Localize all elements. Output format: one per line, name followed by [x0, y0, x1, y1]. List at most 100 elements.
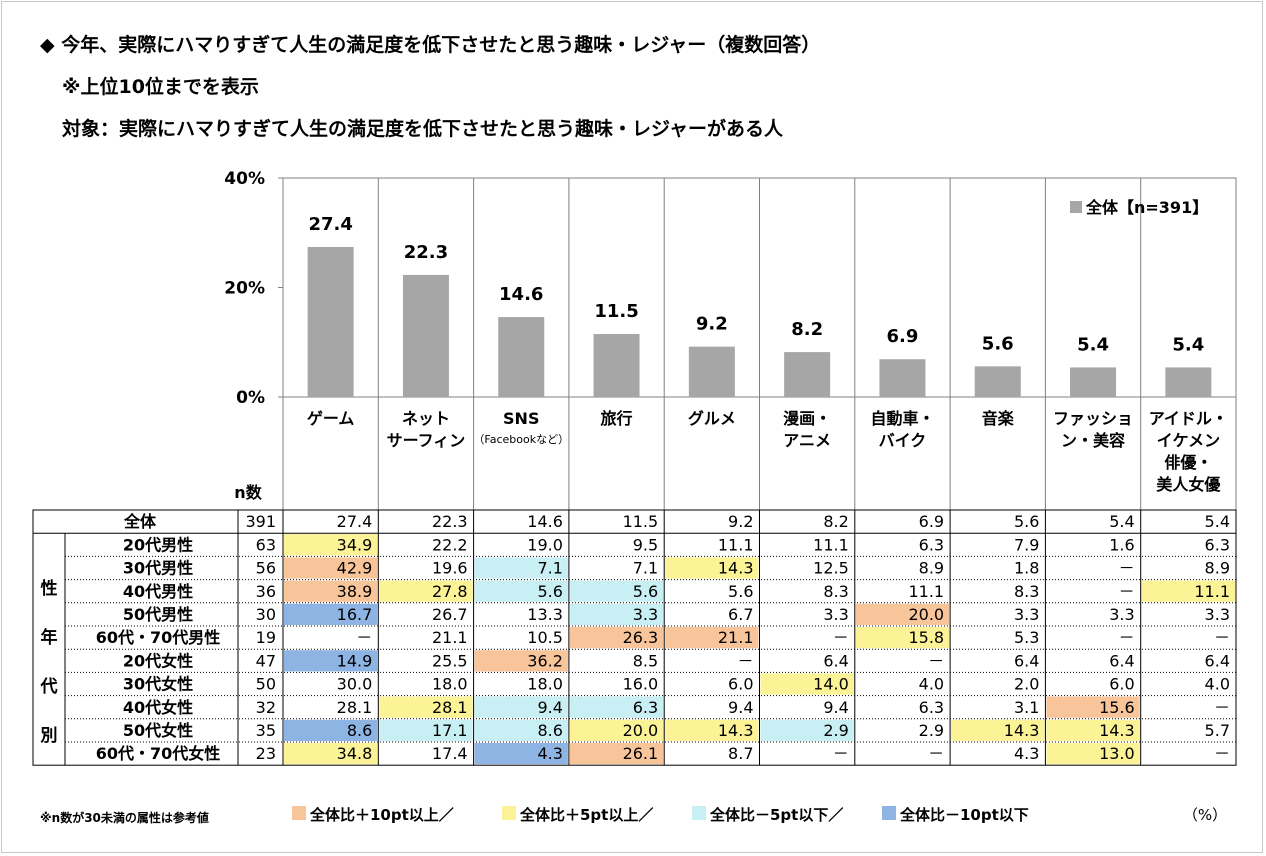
- table-cell: 11.1: [813, 535, 849, 554]
- category-label: イケメン: [1157, 431, 1221, 450]
- table-cell: 18.0: [527, 675, 563, 694]
- y-tick-label: 0%: [236, 388, 265, 408]
- table-cell: 1.8: [1014, 559, 1039, 578]
- category-label: グルメ: [688, 409, 736, 428]
- category-label: ネット: [402, 409, 450, 428]
- table-cell: 11.1: [908, 582, 944, 601]
- legend-label-overall: 全体【n=391】: [1085, 198, 1208, 217]
- category-label: アニメ: [783, 431, 831, 450]
- table-cell: 3.1: [1014, 698, 1039, 717]
- legend-swatch: [882, 806, 896, 820]
- row-n: 63: [256, 535, 276, 554]
- table-cell: 17.4: [432, 744, 468, 763]
- footnote: ※n数が30未満の属性は参考値: [40, 810, 209, 825]
- table-cell: 18.0: [432, 675, 468, 694]
- row-n: 36: [256, 582, 276, 601]
- table-cell: －: [833, 744, 849, 763]
- table-cell: 19.0: [527, 535, 563, 554]
- row-label: 30代男性: [123, 559, 193, 578]
- table-cell: 4.3: [1014, 744, 1039, 763]
- bar: [402, 274, 449, 397]
- table-cell: 19.6: [432, 559, 468, 578]
- highlight-cell: [284, 650, 378, 672]
- category-label: バイク: [879, 431, 927, 450]
- legend-label: 全体比＋5pt以上／: [519, 806, 653, 824]
- row-label: 60代・70代男性: [96, 628, 221, 647]
- table-cell: 8.5: [633, 651, 658, 670]
- row-label: 40代男性: [123, 582, 193, 601]
- table-cell: 6.0: [728, 675, 753, 694]
- highlight-cell: [379, 719, 473, 741]
- table-cell: 8.9: [919, 559, 944, 578]
- table-cell: 7.1: [537, 559, 562, 578]
- category-label: 美人女優: [1156, 475, 1221, 494]
- table-cell: －: [833, 628, 849, 647]
- highlight-cell: [760, 673, 854, 695]
- table-cell: 6.7: [728, 605, 753, 624]
- table-cell: 2.9: [919, 721, 944, 740]
- row-label: 20代男性: [123, 535, 193, 554]
- y-tick-label: 40%: [224, 169, 265, 189]
- row-n: 30: [256, 605, 276, 624]
- table-cell: 7.1: [633, 559, 658, 578]
- table-cell: 9.4: [823, 698, 848, 717]
- table-cell: 25.5: [432, 651, 468, 670]
- highlight-cell: [379, 580, 473, 602]
- table-cell: 8.3: [1014, 582, 1039, 601]
- top-note: ※上位10位までを表示: [62, 76, 259, 98]
- highlight-cell: [1141, 580, 1235, 602]
- table-cell: 15.6: [1099, 698, 1135, 717]
- chart-title: ◆ 今年、実際にハマりすぎて人生の満足度を低下させたと思う趣味・レジャー（複数回…: [40, 34, 821, 56]
- highlight-cell: [1046, 696, 1140, 718]
- highlight-cell: [855, 627, 950, 649]
- highlight-cell: [474, 696, 568, 718]
- table-cell: －: [1119, 559, 1135, 578]
- table-cell: 5.7: [1205, 721, 1230, 740]
- highlight-cell: [474, 743, 568, 765]
- table-cell: 26.3: [623, 628, 659, 647]
- unit-label: （%）: [1183, 806, 1227, 824]
- table-cell: －: [928, 651, 944, 670]
- highlight-cell: [1046, 743, 1140, 765]
- bar-value-label: 11.5: [594, 301, 638, 322]
- table-cell: 6.4: [1205, 651, 1230, 670]
- table-cell: 8.9: [1205, 559, 1230, 578]
- table-cell: 17.1: [432, 721, 468, 740]
- table-cell: 3.3: [633, 605, 658, 624]
- table-cell: －: [928, 744, 944, 763]
- highlight-cell: [284, 603, 378, 625]
- table-cell: 6.4: [823, 651, 848, 670]
- category-label: ファッショ: [1053, 409, 1133, 428]
- row-n: 56: [256, 559, 276, 578]
- bar: [879, 359, 926, 397]
- table-cell: 9.5: [633, 535, 658, 554]
- category-label: （Facebookなど）: [473, 433, 569, 446]
- table-cell: 1.6: [1109, 535, 1134, 554]
- table-cell: 4.0: [919, 675, 944, 694]
- table-cell: 26.7: [432, 605, 468, 624]
- table-cell: 8.2: [823, 512, 848, 531]
- row-n: 35: [256, 721, 276, 740]
- category-label: サーフィン: [387, 431, 466, 450]
- table-cell: －: [1214, 744, 1230, 763]
- row-label: 30代女性: [123, 675, 193, 694]
- table-cell: 5.6: [728, 582, 753, 601]
- row-n: 47: [256, 651, 276, 670]
- row-n: 50: [256, 675, 276, 694]
- bar: [1165, 367, 1212, 397]
- table-cell: 13.3: [527, 605, 563, 624]
- highlight-cell: [474, 557, 568, 579]
- bar-value-label: 9.2: [696, 314, 728, 335]
- legend-swatch: [502, 806, 516, 820]
- highlight-cell: [474, 719, 568, 741]
- highlight-cell: [760, 719, 854, 741]
- category-label: SNS: [503, 409, 539, 428]
- category-label: 漫画・: [783, 409, 831, 428]
- table-cell: 6.3: [919, 698, 944, 717]
- highlight-cell: [569, 743, 664, 765]
- legend-swatch-overall: [1070, 201, 1082, 213]
- highlight-cell: [569, 580, 664, 602]
- category-label: ゲーム: [307, 409, 355, 428]
- highlight-cell: [569, 627, 664, 649]
